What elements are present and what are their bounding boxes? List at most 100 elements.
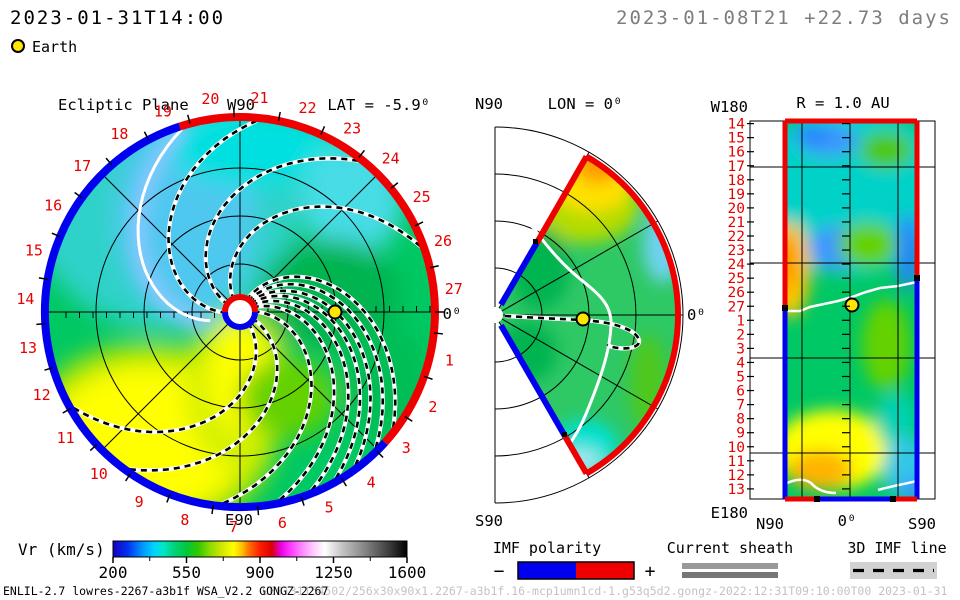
imf-positive-boundary — [178, 113, 439, 446]
radial-map-color-field — [785, 121, 917, 499]
imf-spiral-line — [167, 119, 258, 314]
ecliptic-day-label: 1 — [445, 352, 454, 370]
colorbar-tick-label: 550 — [172, 563, 201, 582]
imf-spiral-line — [73, 326, 258, 434]
ecliptic-angle-tick — [38, 277, 48, 281]
watermark-text: UE0131154502/256x30x90x1.2267-a3b1f.16-m… — [262, 584, 948, 598]
map-day-label: 12 — [728, 468, 745, 484]
current-sheet-line — [136, 126, 211, 323]
colorbar-tick-label: 1250 — [314, 563, 353, 582]
imf-line-3d-legend: 3D IMF line — [847, 539, 947, 579]
ecliptic-day-label: 8 — [180, 511, 189, 529]
meridional-n90-label: N90 — [475, 95, 503, 113]
meridional-s90-label: S90 — [475, 512, 503, 530]
ecliptic-angle-tick — [74, 191, 83, 199]
ecliptic-day-label: 18 — [110, 125, 128, 143]
ecliptic-day-label: 12 — [33, 386, 51, 404]
ecliptic-angle-tick — [300, 496, 305, 506]
ecliptic-day-label: 16 — [44, 197, 62, 215]
ecliptic-angle-tick — [277, 111, 281, 121]
ecliptic-day-label: 21 — [250, 89, 268, 107]
imf-minus-sign: − — [494, 561, 505, 582]
map-day-label: 14 — [728, 117, 746, 133]
ecliptic-day-label: 5 — [325, 499, 334, 517]
earth-marker-ecliptic — [327, 304, 343, 320]
meridional-upper-blue — [498, 241, 540, 307]
ecliptic-angle-tick — [376, 450, 384, 458]
meridional-outer-boundary-red — [584, 153, 681, 477]
map-day-label: 6 — [736, 384, 745, 400]
ecliptic-angle-tick — [404, 415, 413, 422]
map-day-label: 5 — [736, 370, 745, 386]
current-datetime: 2023-01-31T14:00 — [10, 7, 225, 29]
meridional-lower-blue — [498, 323, 568, 438]
map-day-label: 10 — [728, 440, 745, 456]
imf-spiral-line — [129, 319, 279, 472]
panel-ecliptic: Ecliptic Plane W90 LAT = -5.9⁰ E90 0⁰ 12… — [16, 89, 463, 536]
earth-legend-label: Earth — [32, 38, 77, 56]
map-n90-label: N90 — [756, 515, 784, 533]
imf-line-3d-label: 3D IMF line — [847, 539, 946, 557]
panel-radial-map: W180 R = 1.0 AU E180 N90 0⁰ S90 14151617… — [711, 94, 936, 533]
map-day-label: 4 — [736, 356, 745, 372]
earth-legend-icon — [11, 39, 25, 53]
ecliptic-day-label: 19 — [154, 102, 172, 120]
ecliptic-angle-ticks — [36, 108, 444, 516]
map-title: R = 1.0 AU — [796, 94, 889, 112]
imf-line-meridional-dash — [504, 314, 641, 350]
colorbar-tick-label: 200 — [99, 563, 128, 582]
imf-positive-swatch — [576, 562, 634, 579]
map-s90-label: S90 — [908, 515, 936, 533]
map-day-label: 25 — [728, 271, 745, 287]
map-day-label: 19 — [728, 187, 745, 203]
ecliptic-day-label: 17 — [73, 157, 91, 175]
ecliptic-angle-tick — [423, 375, 433, 381]
ecliptic-title: Ecliptic Plane — [58, 96, 189, 114]
ecliptic-day-label: 13 — [19, 339, 37, 357]
ecliptic-day-label: 4 — [367, 473, 376, 491]
ecliptic-day-label: 27 — [445, 280, 463, 298]
map-day-label: 20 — [728, 201, 745, 217]
ecliptic-day-label: 11 — [57, 429, 75, 447]
map-day-label: 7 — [736, 398, 745, 414]
map-w180-label: W180 — [711, 98, 748, 116]
ecliptic-angle-tick — [44, 366, 54, 371]
ecliptic-day-label: 24 — [382, 150, 400, 168]
ecliptic-day-label: 14 — [16, 290, 34, 308]
ecliptic-day-label: 6 — [278, 514, 287, 532]
meridional-title: LON = 0⁰ — [548, 95, 623, 113]
ecliptic-angle-tick — [105, 157, 113, 166]
colorbar-tick-label: 900 — [246, 563, 275, 582]
current-sheet-line-map — [785, 280, 917, 313]
earth-legend: Earth — [11, 38, 77, 56]
map-day-label: 15 — [728, 131, 745, 147]
map-day-label: 22 — [728, 229, 745, 245]
map-e180-label: E180 — [711, 504, 748, 522]
imf-polarity-label: IMF polarity — [493, 539, 601, 557]
ecliptic-day-label: 22 — [298, 99, 316, 117]
panel-meridional: N90 LON = 0⁰ S90 0⁰ — [475, 95, 706, 530]
ecliptic-day-label: 2 — [428, 398, 437, 416]
ecliptic-angle-tick — [341, 478, 347, 487]
map-day-label: 16 — [728, 145, 745, 161]
map-day-label: 11 — [728, 454, 745, 470]
model-info-text: ENLIL-2.7 lowres-2267-a3b1f WSA_V2.2 GON… — [3, 584, 328, 598]
ecliptic-angle-tick — [211, 505, 214, 515]
run-datetime: 2023-01-08T21 +22.73 days — [616, 7, 952, 29]
ecliptic-angle-tick — [390, 182, 399, 190]
earth-marker-meridional — [575, 311, 591, 327]
sun-marker — [222, 294, 258, 330]
imf-spiral-lines — [72, 118, 422, 506]
colorbar-gradient — [112, 540, 408, 558]
ecliptic-angle-tick — [89, 443, 98, 452]
imf-spiral-line — [222, 310, 313, 505]
map-day-labels: 1415161718192021222324252627123456789101… — [728, 117, 850, 498]
ecliptic-angle-tick — [429, 265, 439, 269]
map-day-label: 2 — [736, 327, 745, 343]
ecliptic-angle-tick — [62, 407, 71, 414]
ecliptic-angle-tick — [187, 114, 191, 124]
imf-plus-sign: + — [645, 561, 656, 582]
map-day-label: 1 — [736, 313, 745, 329]
map-day-label: 13 — [728, 482, 745, 498]
meridional-upper-red — [533, 155, 590, 245]
